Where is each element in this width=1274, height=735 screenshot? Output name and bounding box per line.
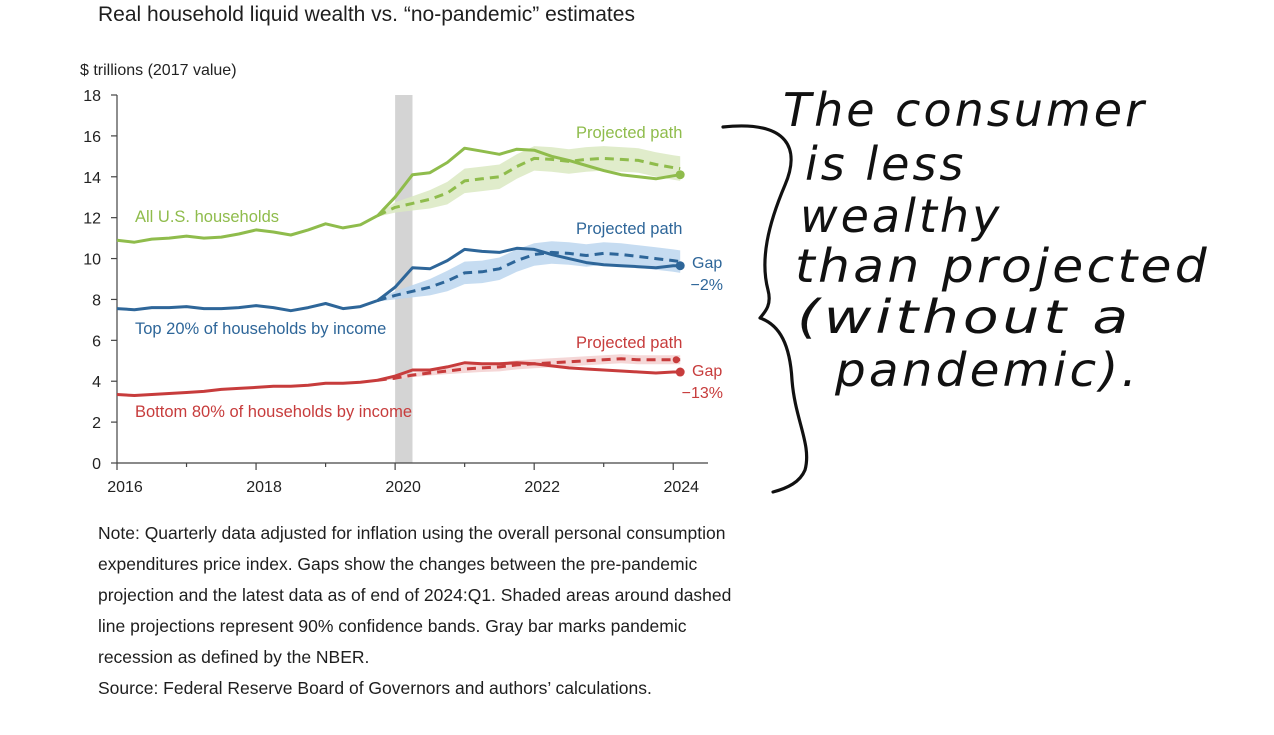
confidence-band [377, 146, 681, 217]
projected-path-label: Projected path [576, 334, 682, 352]
projected-path-label: Projected path [576, 220, 682, 238]
series-label: Bottom 80% of households by income [135, 403, 412, 421]
y-tick-label: 6 [92, 333, 101, 350]
handwritten-brace [721, 124, 809, 494]
y-tick-label: 10 [83, 252, 101, 269]
chart-title: Real household liquid wealth vs. “no-pan… [98, 3, 635, 26]
projection-line [377, 250, 681, 302]
annotation-line-5: (without a [797, 290, 1132, 344]
note-text: Note: Quarterly data adjusted for inflat… [98, 523, 732, 667]
projection-line [377, 156, 681, 217]
y-axis-unit-label: $ trillions (2017 value) [80, 62, 237, 79]
series-label: Top 20% of households by income [135, 320, 386, 338]
x-tick-label: 2024 [663, 479, 699, 496]
actual-line [116, 146, 681, 244]
actual-line [116, 246, 681, 313]
gap-value: −2% [691, 277, 723, 294]
gap-label: Gap [692, 255, 722, 272]
projection-end-marker [672, 356, 680, 364]
x-tick-label: 2022 [524, 479, 560, 496]
gap-label: Gap [692, 363, 722, 380]
source-text: Source: Federal Reserve Board of Governo… [98, 678, 652, 698]
y-tick-label: 14 [83, 170, 101, 187]
series-label: All U.S. households [135, 208, 279, 226]
end-point-marker [675, 261, 685, 271]
annotation-line-2: is less [805, 137, 966, 191]
end-point-marker [675, 367, 685, 377]
confidence-band [377, 241, 681, 302]
x-tick-label: 2018 [246, 479, 282, 496]
annotation-line-1: The consumer [783, 83, 1147, 137]
projected-path-label: Projected path [576, 124, 682, 142]
annotation-line-3: wealthy [800, 189, 1002, 243]
y-tick-label: 4 [92, 374, 101, 391]
annotation-line-4: than projected [795, 239, 1210, 293]
x-tick-label: 2016 [107, 479, 143, 496]
y-tick-label: 0 [92, 456, 101, 473]
end-point-marker [675, 170, 685, 180]
y-tick-label: 16 [83, 129, 101, 146]
actual-line [116, 361, 681, 397]
x-tick-label: 2020 [385, 479, 421, 496]
y-tick-label: 12 [83, 211, 101, 228]
y-tick-label: 18 [83, 88, 101, 105]
y-tick-label: 8 [92, 292, 101, 309]
annotation-line-6: pandemic). [834, 343, 1140, 397]
y-tick-label: 2 [92, 415, 101, 432]
gap-value: −13% [682, 385, 723, 402]
chart-note: Note: Quarterly data adjusted for inflat… [98, 518, 738, 704]
